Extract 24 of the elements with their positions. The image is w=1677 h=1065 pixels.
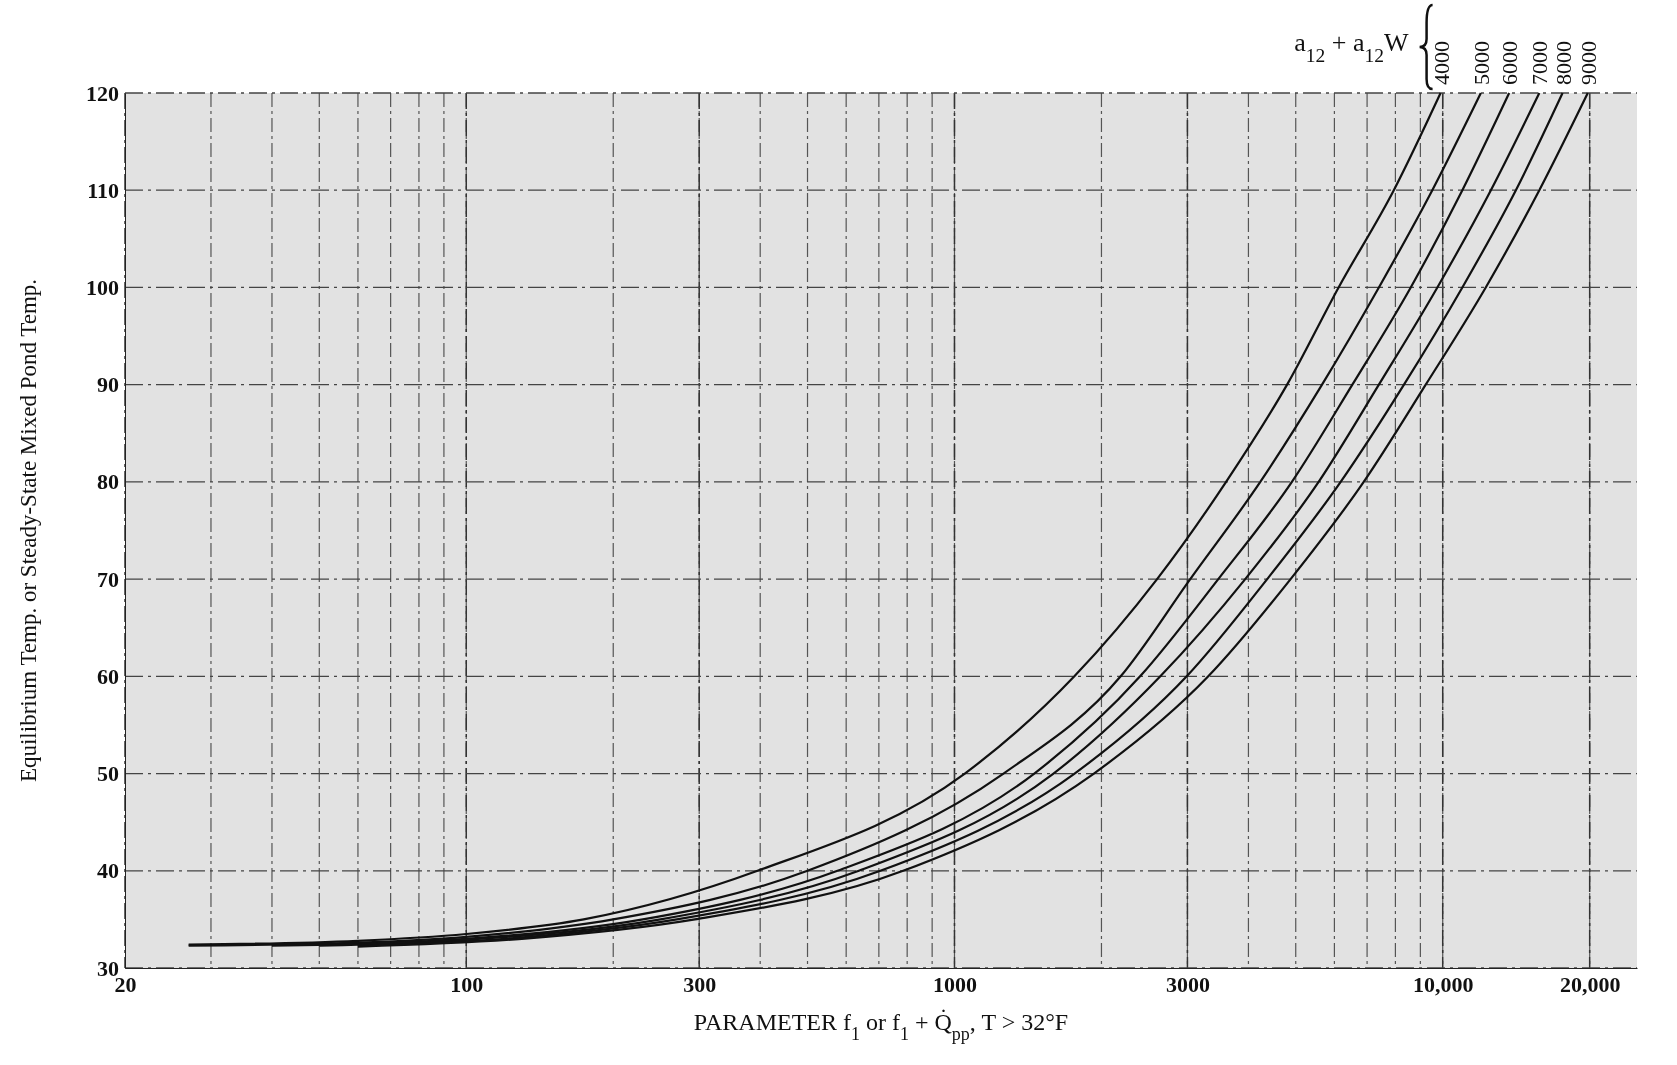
text: 6000 [1497, 41, 1523, 85]
text: 5000 [1468, 41, 1494, 85]
y-tick-label: 50 [97, 761, 119, 787]
y-tick-label: 120 [86, 80, 119, 106]
x-tick-label: 3000 [1165, 971, 1210, 997]
y-tick-label: 100 [86, 274, 119, 300]
x-tick-label: 10,000 [1412, 971, 1474, 997]
x-tick-label: 300 [683, 971, 717, 997]
y-tick-label: 60 [97, 663, 119, 689]
y-axis-title: Equilibrium Temp. or Steady-State Mixed Pond Temp. [16, 278, 41, 783]
text: 7000 [1527, 41, 1553, 85]
y-tick-label: 40 [97, 858, 119, 884]
y-tick-label: 110 [87, 177, 119, 203]
y-tick-label: 80 [97, 469, 119, 495]
text: 8000 [1550, 41, 1576, 85]
text: 4000 [1428, 41, 1454, 85]
y-tick-label: 90 [97, 372, 119, 398]
legend-title: a$_{12}$ + a$_{12}$W [1294, 28, 1410, 66]
x-tick-label: 20,000 [1559, 971, 1621, 997]
text: 9000 [1575, 41, 1601, 85]
y-tick-label: 70 [97, 566, 119, 592]
x-tick-label: 1000 [932, 971, 977, 997]
x-tick-label: 100 [450, 971, 484, 997]
x-axis-title: PARAMETER f$_{1}$ or f$_{1}$ + Q̇$_{pp}$, T > 32°F [693, 1009, 1069, 1044]
